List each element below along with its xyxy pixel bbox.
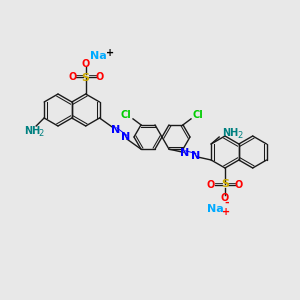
Text: Na: Na bbox=[90, 51, 107, 61]
Text: 2: 2 bbox=[38, 130, 44, 139]
Text: +: + bbox=[106, 48, 114, 58]
Text: NH: NH bbox=[24, 126, 40, 136]
Text: Cl: Cl bbox=[121, 110, 131, 120]
Text: +: + bbox=[222, 207, 230, 217]
Text: N: N bbox=[190, 151, 200, 161]
Text: -: - bbox=[225, 198, 229, 208]
Text: O: O bbox=[96, 72, 104, 82]
Text: Cl: Cl bbox=[193, 110, 203, 120]
Text: S: S bbox=[82, 73, 90, 83]
Text: O: O bbox=[82, 59, 90, 69]
Text: O: O bbox=[221, 193, 229, 203]
Text: N: N bbox=[111, 125, 120, 135]
Text: Na: Na bbox=[207, 204, 224, 214]
Text: O: O bbox=[207, 180, 215, 190]
Text: O: O bbox=[69, 72, 77, 82]
Text: N: N bbox=[121, 132, 130, 142]
Text: O: O bbox=[235, 180, 243, 190]
Text: NH: NH bbox=[222, 128, 238, 138]
Text: 2: 2 bbox=[238, 131, 243, 140]
Text: S: S bbox=[221, 179, 229, 189]
Text: N: N bbox=[180, 148, 190, 158]
